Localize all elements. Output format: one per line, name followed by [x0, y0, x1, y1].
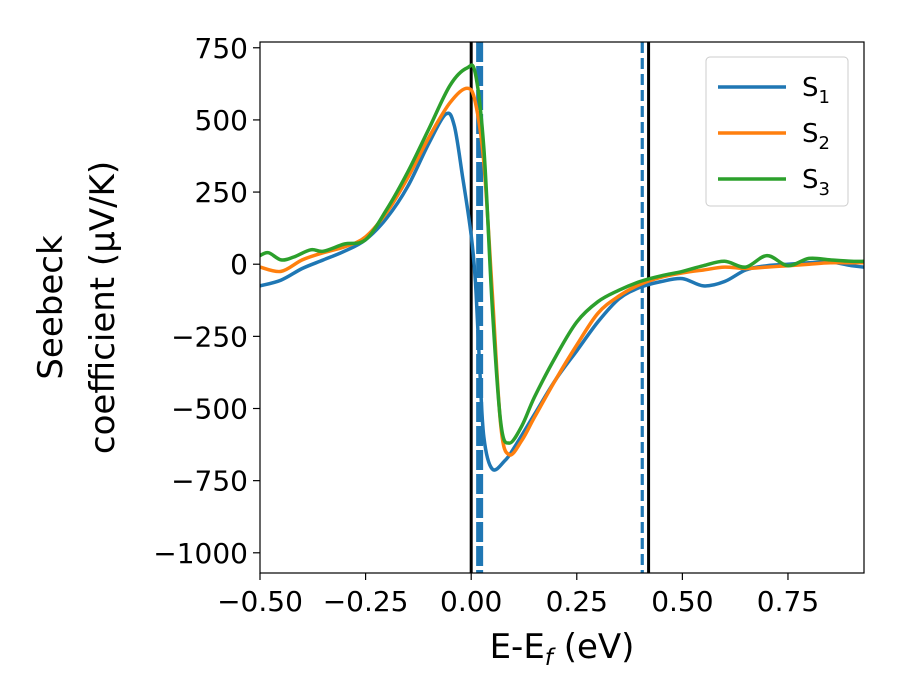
- x-title-tail: (eV): [553, 627, 635, 667]
- x-tick-label: 0.00: [440, 585, 502, 618]
- legend-label-2: S2: [802, 119, 830, 154]
- x-title-sub: f: [545, 645, 556, 671]
- x-tick-label: 0.25: [546, 585, 608, 618]
- vertical-marker-lines: [469, 42, 651, 573]
- y-tick-label: −750: [171, 465, 248, 498]
- x-axis-title: E-Ef (eV): [490, 627, 635, 671]
- series-lines: [260, 63, 864, 472]
- x-title-main: E-E: [490, 627, 545, 667]
- x-tick-label: −0.50: [217, 585, 303, 618]
- y-tick-label: 750: [195, 32, 248, 65]
- series-line-s3: [260, 63, 864, 445]
- y-tick-label: −500: [171, 393, 248, 426]
- y-tick-label: −250: [171, 320, 248, 353]
- y-axis-ticks: 750 500 250 0 −250 −500 −750 −1000: [153, 32, 260, 570]
- legend: S1 S2 S3: [705, 56, 849, 207]
- axes-frame: [259, 41, 865, 574]
- y-tick-label: 0: [230, 248, 248, 281]
- y-title-line1: Seebeck: [31, 235, 71, 380]
- x-axis-ticks: −0.50 −0.25 0.00 0.25 0.50 0.75: [217, 573, 819, 618]
- y-tick-label: −1000: [153, 537, 248, 570]
- x-tick-label: 0.50: [651, 585, 713, 618]
- y-tick-label: 500: [195, 104, 248, 137]
- y-axis-title: Seebeck coefficient (μV/K): [31, 161, 123, 454]
- x-tick-label: 0.75: [757, 585, 819, 618]
- legend-label-3: S3: [802, 165, 830, 200]
- x-tick-label: −0.25: [323, 585, 409, 618]
- y-title-line2: coefficient (μV/K): [83, 161, 123, 454]
- legend-label-1: S1: [802, 73, 830, 108]
- y-tick-label: 250: [195, 176, 248, 209]
